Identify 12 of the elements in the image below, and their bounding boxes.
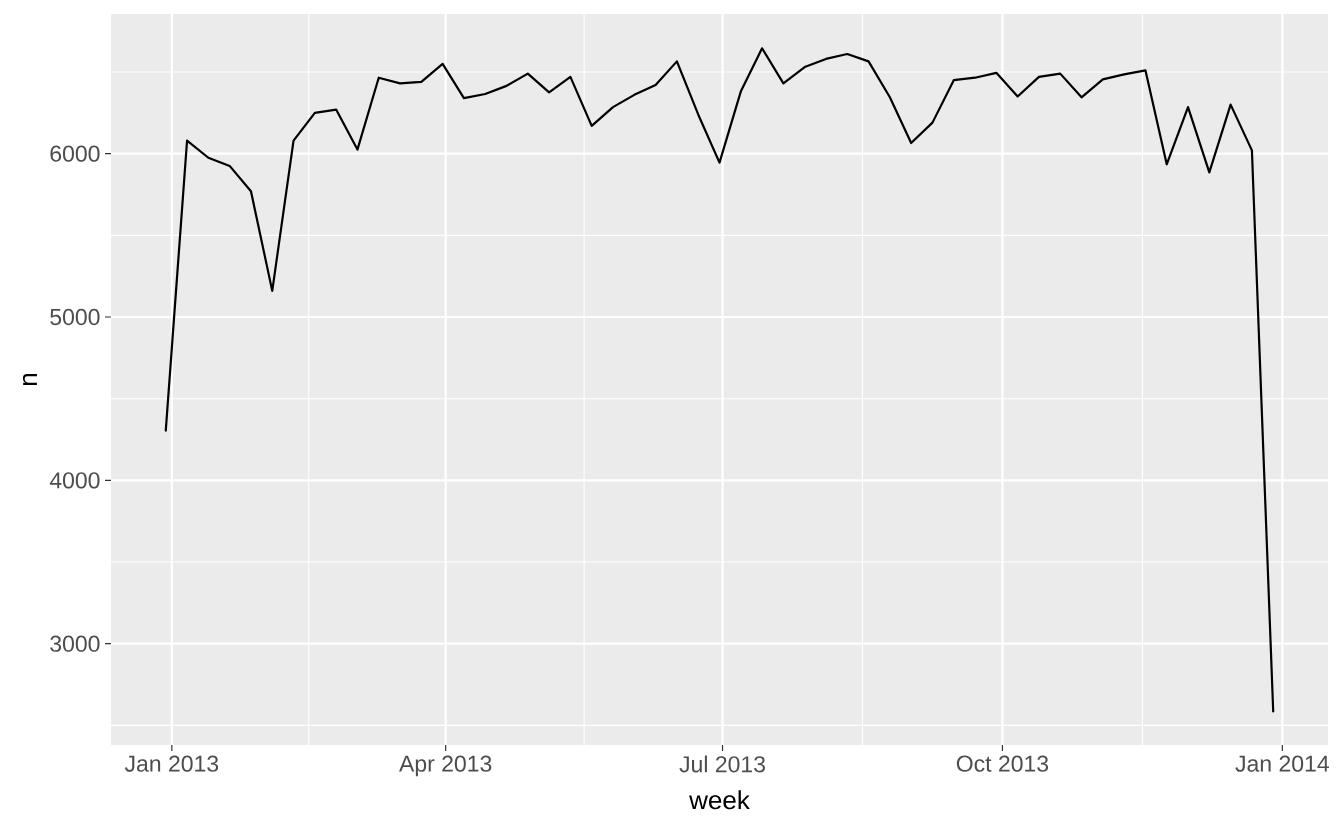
y-axis-title: n xyxy=(22,373,37,385)
x-tick-label: Oct 2013 xyxy=(956,755,1049,772)
y-tick-label: 5000 xyxy=(50,308,100,326)
y-tick-label: 6000 xyxy=(50,145,100,162)
x-axis-title: week xyxy=(689,790,750,810)
y-tick-label: 3000 xyxy=(50,635,100,652)
x-tick-label: Jul 2013 xyxy=(679,755,765,773)
x-tick-label: Apr 2013 xyxy=(399,755,492,777)
line-series xyxy=(164,47,1275,713)
x-tick-label: Jan 2013 xyxy=(124,755,219,772)
y-tick-label: 4000 xyxy=(49,472,100,489)
x-tick-label: Jan 2014 xyxy=(1235,755,1329,772)
